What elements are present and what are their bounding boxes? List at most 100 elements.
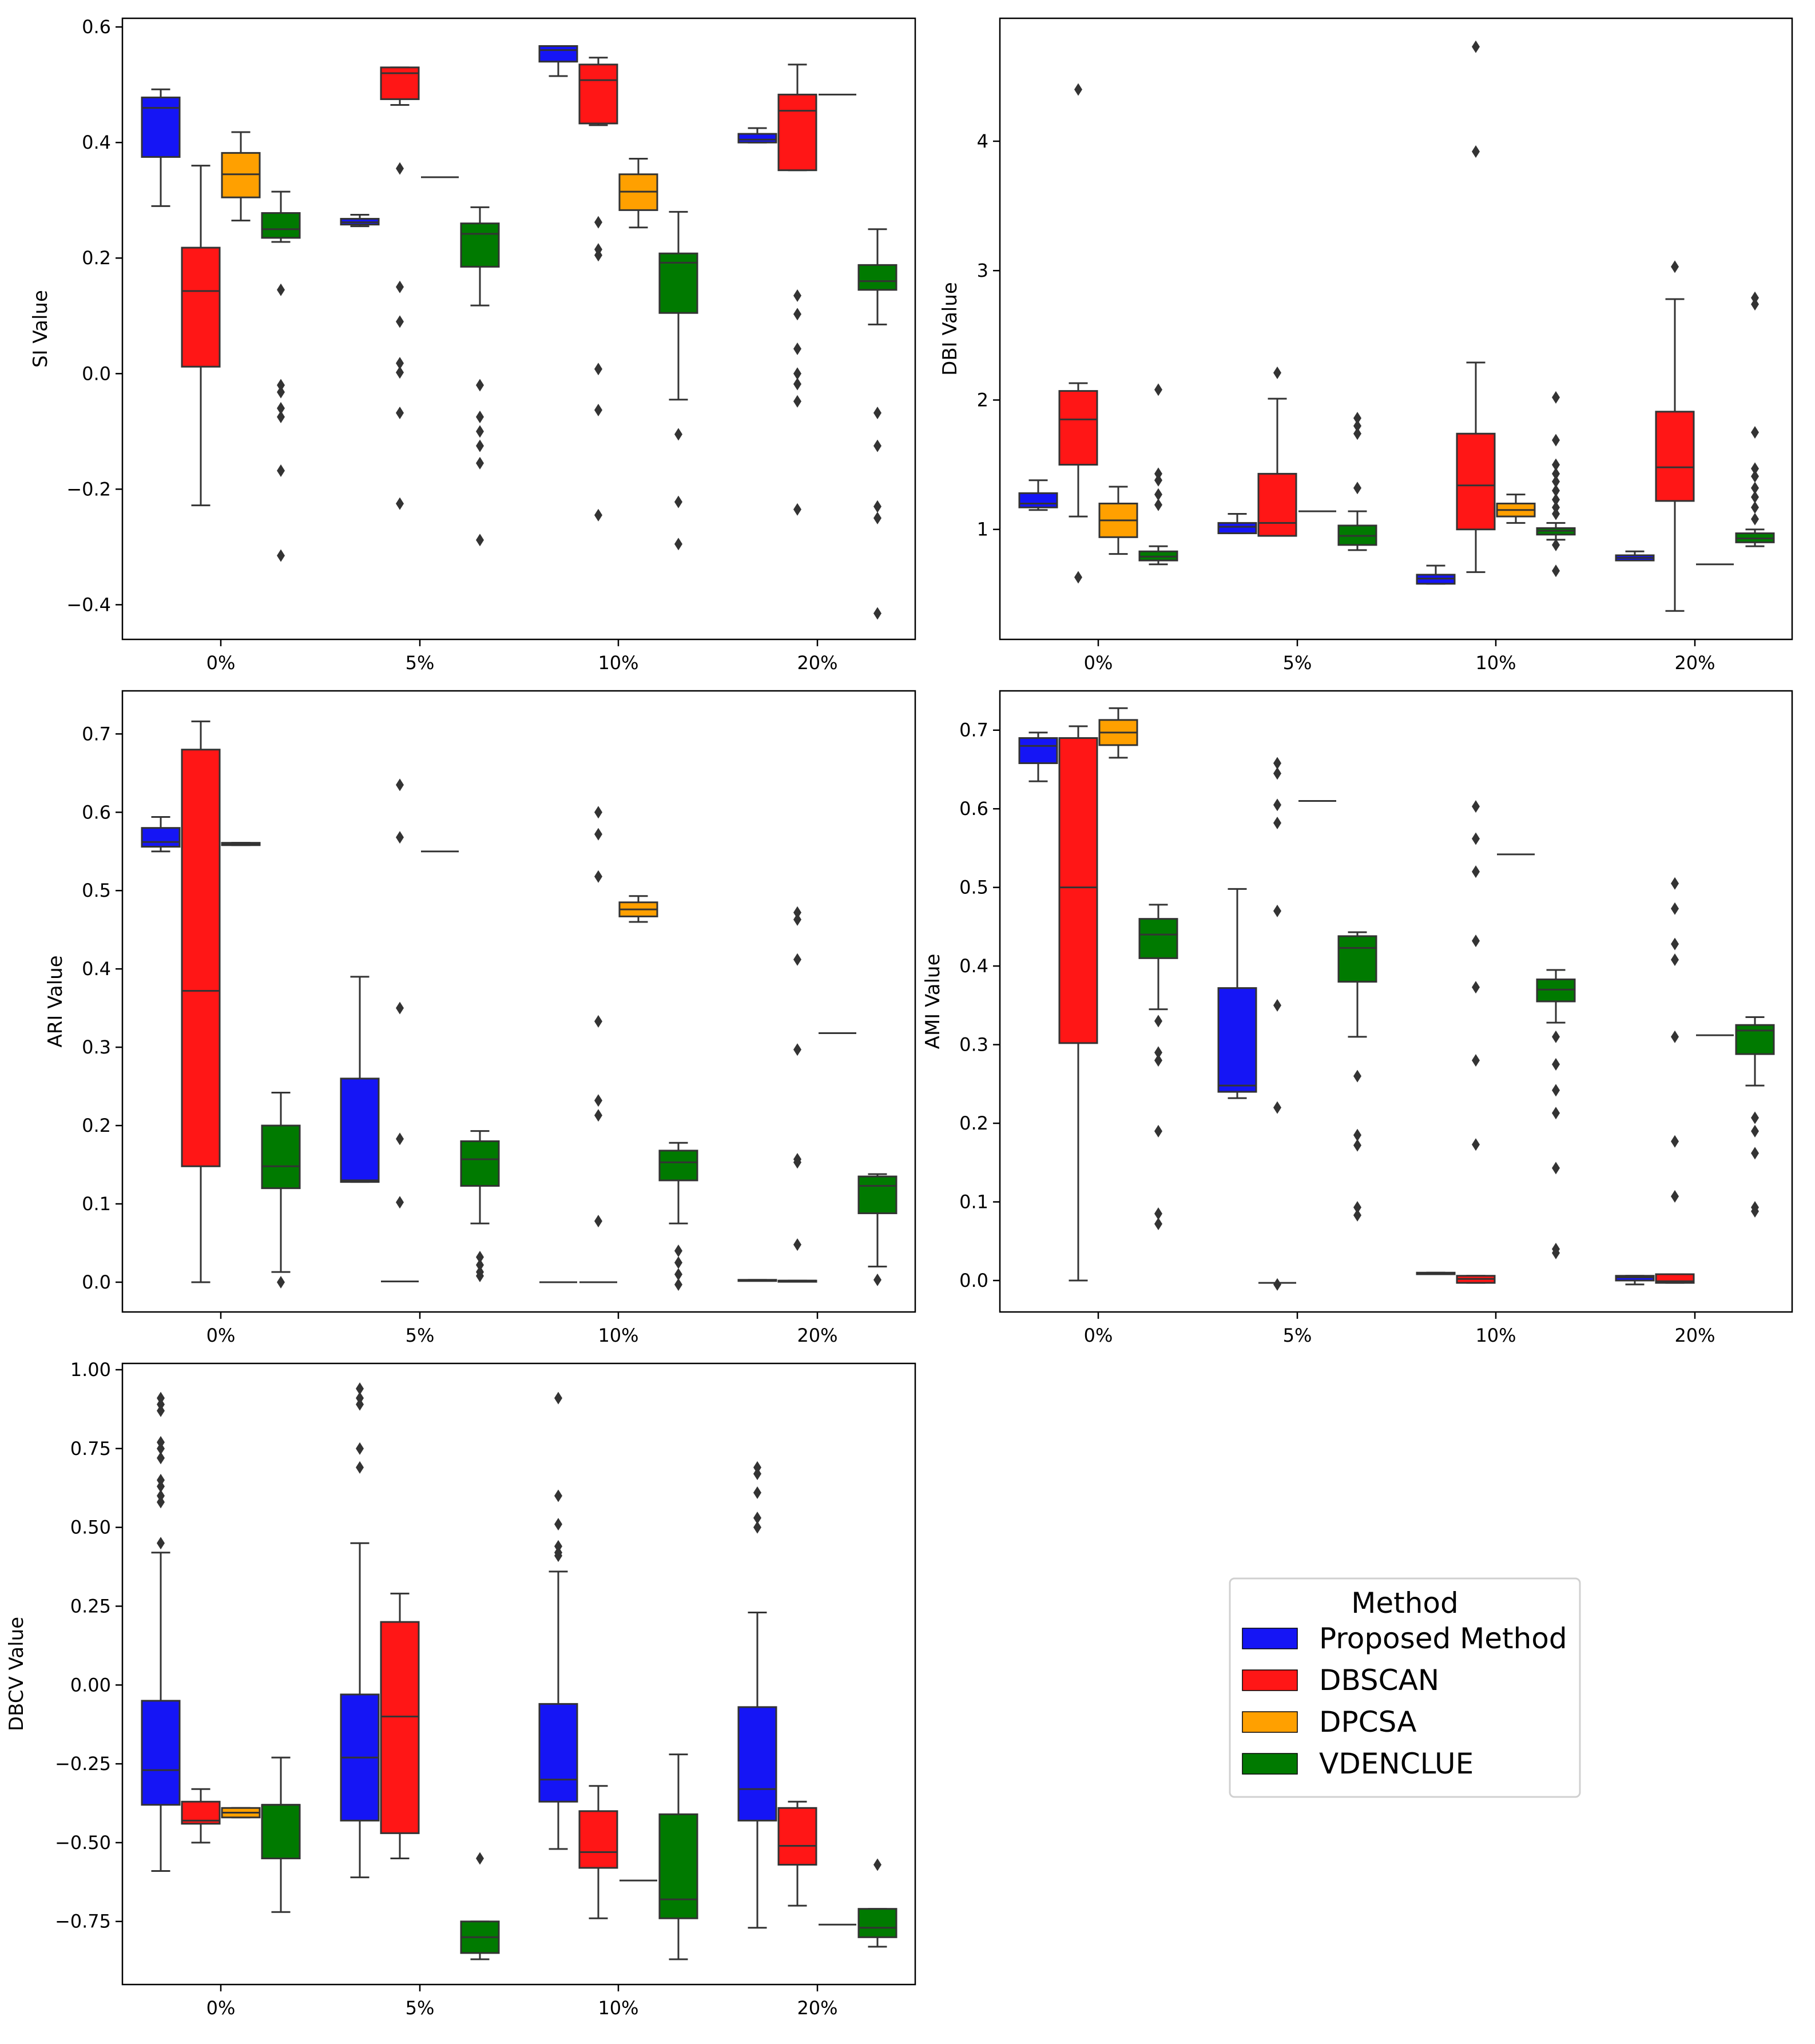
si-outlier-vdenclue xyxy=(277,283,285,296)
legend: Method Proposed Method DBSCAN DPCSA VDEN… xyxy=(1229,1577,1581,1798)
dbcv-box-dbscan-1 xyxy=(380,1592,420,1859)
dbcv-iqr-vdenclue xyxy=(261,1804,301,1859)
ami-xtick-label: 5% xyxy=(1283,1325,1312,1346)
dbcv-axes-frame xyxy=(121,1362,916,1986)
ami-box-proposed-method-3 xyxy=(1615,1275,1655,1286)
dbi-iqr-dbscan xyxy=(1058,390,1098,466)
ari-outlier-vdenclue xyxy=(277,1275,285,1289)
si-iqr-proposed-method xyxy=(141,96,181,158)
dbcv-box-dpcsa-0 xyxy=(221,1807,261,1819)
si-outlier-vdenclue xyxy=(476,411,484,424)
dbi-outlier-vdenclue xyxy=(1751,298,1759,311)
si-outlier-vdenclue xyxy=(674,495,682,508)
ami-box-proposed-method-0 xyxy=(1018,731,1058,782)
ari-outlier-dbscan xyxy=(396,831,404,844)
dbi-outlier-dbscan xyxy=(1074,83,1082,96)
ami-outlier-vdenclue xyxy=(1751,1205,1759,1218)
ami-outlier-vdenclue xyxy=(1154,1046,1162,1059)
si-box-dpcsa-2 xyxy=(618,157,658,229)
si-outlier-dbscan xyxy=(396,406,404,419)
si-outlier-vdenclue xyxy=(476,379,484,392)
si-box-dbscan-3 xyxy=(777,63,817,516)
ami-outlier-vdenclue xyxy=(1353,1208,1361,1222)
dbcv-outlier-proposed-method xyxy=(554,1489,562,1502)
ami-iqr-vdenclue xyxy=(1138,918,1178,959)
si-outlier-dbscan xyxy=(396,357,404,370)
dbi-xtick-label: 5% xyxy=(1283,652,1312,674)
si-box-vdenclue-3 xyxy=(857,228,897,620)
si-xtick-label: 20% xyxy=(797,652,837,674)
dbcv-outlier-proposed-method xyxy=(157,1452,165,1465)
si-ytick-label: 0.0 xyxy=(82,363,111,384)
si-outlier-dbscan xyxy=(594,249,602,262)
si-outlier-vdenclue xyxy=(873,607,881,620)
dbcv-outlier-proposed-method xyxy=(157,1391,165,1405)
ami-ytick-label: 0.3 xyxy=(959,1034,988,1056)
dbcv-outlier-proposed-method xyxy=(157,1398,165,1411)
ari-iqr-vdenclue xyxy=(460,1140,500,1187)
ami-outlier-vdenclue xyxy=(1552,1084,1560,1097)
dbi-outlier-vdenclue xyxy=(1353,412,1361,425)
dbcv-outlier-proposed-method xyxy=(157,1496,165,1509)
dbcv-ytick-label: 1.00 xyxy=(70,1359,111,1381)
dbcv-iqr-proposed-method xyxy=(141,1700,181,1806)
si-iqr-vdenclue xyxy=(460,222,500,268)
ami-ytick-label: 0.4 xyxy=(959,955,988,977)
si-box-dbscan-0 xyxy=(181,165,221,507)
dbcv-outlier-vdenclue xyxy=(873,1858,881,1871)
si-outlier-vdenclue xyxy=(277,411,285,424)
ari-outlier-dbscan xyxy=(396,1132,404,1146)
ami-outlier-vdenclue xyxy=(1353,1201,1361,1214)
si-outlier-dbscan xyxy=(594,363,602,376)
dbcv-box-proposed-method-2 xyxy=(538,1391,578,1850)
dbi-outlier-vdenclue xyxy=(1751,482,1759,495)
dbcv-box-vdenclue-1 xyxy=(460,1852,500,1961)
dbcv-panel: 1.00 0.75 0.50 0.25 0.00 −0.25 −0.50 −0.75 DBCV … xyxy=(5,1359,916,2019)
ari-box-dbscan-0 xyxy=(181,720,221,1283)
dbi-iqr-dbscan xyxy=(1257,472,1297,537)
ari-ytick-label: 0.4 xyxy=(82,958,111,980)
dbi-outlier-vdenclue xyxy=(1751,462,1759,475)
ari-outlier-vdenclue xyxy=(674,1256,682,1269)
dbi-box-proposed-method-3 xyxy=(1615,550,1655,562)
ari-outlier-vdenclue xyxy=(674,1268,682,1281)
dbcv-xtick-label: 10% xyxy=(598,1997,638,2019)
dbcv-iqr-dbscan xyxy=(578,1810,618,1869)
si-outlier-dbscan xyxy=(396,366,404,379)
ami-outlier-vdenclue xyxy=(1353,1069,1361,1083)
dbi-outlier-vdenclue xyxy=(1552,458,1560,471)
dbi-iqr-proposed-method xyxy=(1018,492,1058,508)
dbcv-outlier-proposed-method xyxy=(554,1549,562,1562)
ari-outlier-dbscan xyxy=(793,1043,801,1056)
ami-iqr-proposed-method xyxy=(1217,987,1257,1093)
si-outlier-dbscan xyxy=(396,280,404,293)
dbcv-box-dbscan-0 xyxy=(181,1788,221,1844)
ari-box-dpcsa-0 xyxy=(221,842,261,846)
si-xtick-label: 5% xyxy=(406,652,435,674)
si-ytick-label: 0.2 xyxy=(82,247,111,269)
ami-xtick-label: 10% xyxy=(1475,1325,1516,1346)
dbi-box-proposed-method-1 xyxy=(1217,513,1257,534)
ami-iqr-dbscan xyxy=(1058,737,1098,1044)
dbcv-outlier-proposed-method xyxy=(753,1467,761,1480)
ami-outlier-dbscan xyxy=(1472,934,1480,948)
dbi-box-dbscan-2 xyxy=(1456,40,1496,573)
ari-iqr-dbscan xyxy=(181,749,221,1167)
si-outlier-dbscan xyxy=(594,508,602,522)
dbi-ytick-label: 1 xyxy=(977,519,988,540)
dbi-outlier-vdenclue xyxy=(1353,419,1361,432)
ami-box-vdenclue-1 xyxy=(1337,931,1377,1222)
ari-ytick-label: 0.1 xyxy=(82,1193,111,1215)
dbi-box-vdenclue-2 xyxy=(1536,391,1576,578)
si-outlier-dbscan xyxy=(793,367,801,380)
si-xtick-label: 0% xyxy=(206,652,236,674)
ami-outlier-vdenclue xyxy=(1552,1246,1560,1259)
si-outlier-dbscan xyxy=(594,403,602,416)
dbcv-outlier-proposed-method xyxy=(554,1518,562,1531)
dbcv-box-proposed-method-1 xyxy=(340,1382,380,1879)
dbi-box-dbscan-1 xyxy=(1257,366,1297,537)
ami-outlier-dbscan xyxy=(1273,816,1281,829)
ami-outlier-dbscan xyxy=(1671,1190,1679,1203)
dbi-outlier-vdenclue xyxy=(1552,475,1560,488)
ami-outlier-dbscan xyxy=(1472,800,1480,813)
